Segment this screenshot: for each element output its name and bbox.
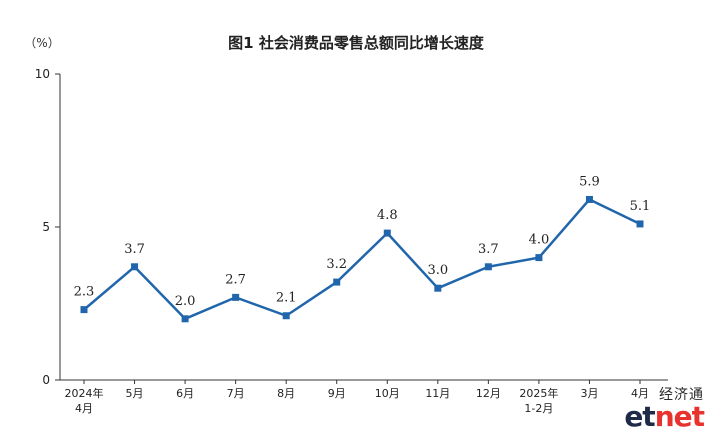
data-label: 2.3 [74,285,95,300]
axes [59,74,668,381]
x-tick-label: 4月 [631,387,649,400]
x-axis-ticks: 2024年 4月 5月 6月 7月 8月 9月 10月 11月 12月 2025年 1-2月 3月 4月 [65,380,649,415]
watermark-en-accent: net [654,400,705,433]
data-label: 5.1 [630,199,651,214]
watermark-en-text: etnet [624,400,705,433]
series-line [83,198,641,321]
x-tick-label: 3月 [580,387,598,400]
data-label: 2.0 [175,294,196,309]
chart-title: 图1 社会消费品零售总额同比增长速度 [228,34,485,52]
watermark-en-main: et [624,400,655,433]
data-label: 3.7 [478,242,499,257]
data-point [636,220,644,228]
data-point [535,254,543,262]
watermark-logo: 经济通 etnet [624,387,705,433]
data-point [333,278,341,286]
x-tick-label: 9月 [328,387,346,400]
data-point [484,263,492,271]
x-tick-label: 2024年 [65,386,104,400]
data-point [181,315,189,323]
data-point [80,306,88,314]
x-tick-label: 5月 [126,387,144,400]
y-tick-label: 10 [35,67,50,81]
data-point [131,263,139,271]
watermark-cn-text: 经济通 [659,387,704,403]
data-label: 4.0 [529,233,550,248]
data-label: 3.7 [124,242,145,257]
x-tick-label: 12月 [476,387,501,400]
data-point [585,195,593,203]
x-tick-label: 11月 [425,387,450,400]
data-label: 5.9 [579,174,600,189]
x-tick-label: 8月 [277,387,295,400]
data-label: 4.8 [377,208,398,223]
x-tick-label: 7月 [227,387,245,400]
data-point [282,312,290,320]
x-tick-label: 4月 [75,402,93,415]
x-tick-label: 1-2月 [524,402,553,415]
x-tick-label: 6月 [176,387,194,400]
data-labels: 2.3 3.7 2.0 2.7 2.1 3.2 4.8 3.0 3.7 4.0 5.9 5.1 [74,174,651,308]
data-label: 3.0 [427,263,448,278]
data-label: 2.1 [276,291,297,306]
data-point [434,284,442,292]
series-line-group [80,195,644,323]
y-axis-unit-label: （%） [24,36,59,50]
data-label: 2.7 [225,272,246,287]
x-tick-label: 10月 [375,387,400,400]
y-axis-ticks: 0 5 10 [35,67,60,387]
data-point [232,293,240,301]
y-tick-label: 5 [42,220,50,234]
data-label: 3.2 [326,257,347,272]
data-point [383,229,391,237]
y-tick-label: 0 [42,373,50,387]
x-tick-label: 2025年 [519,386,558,400]
